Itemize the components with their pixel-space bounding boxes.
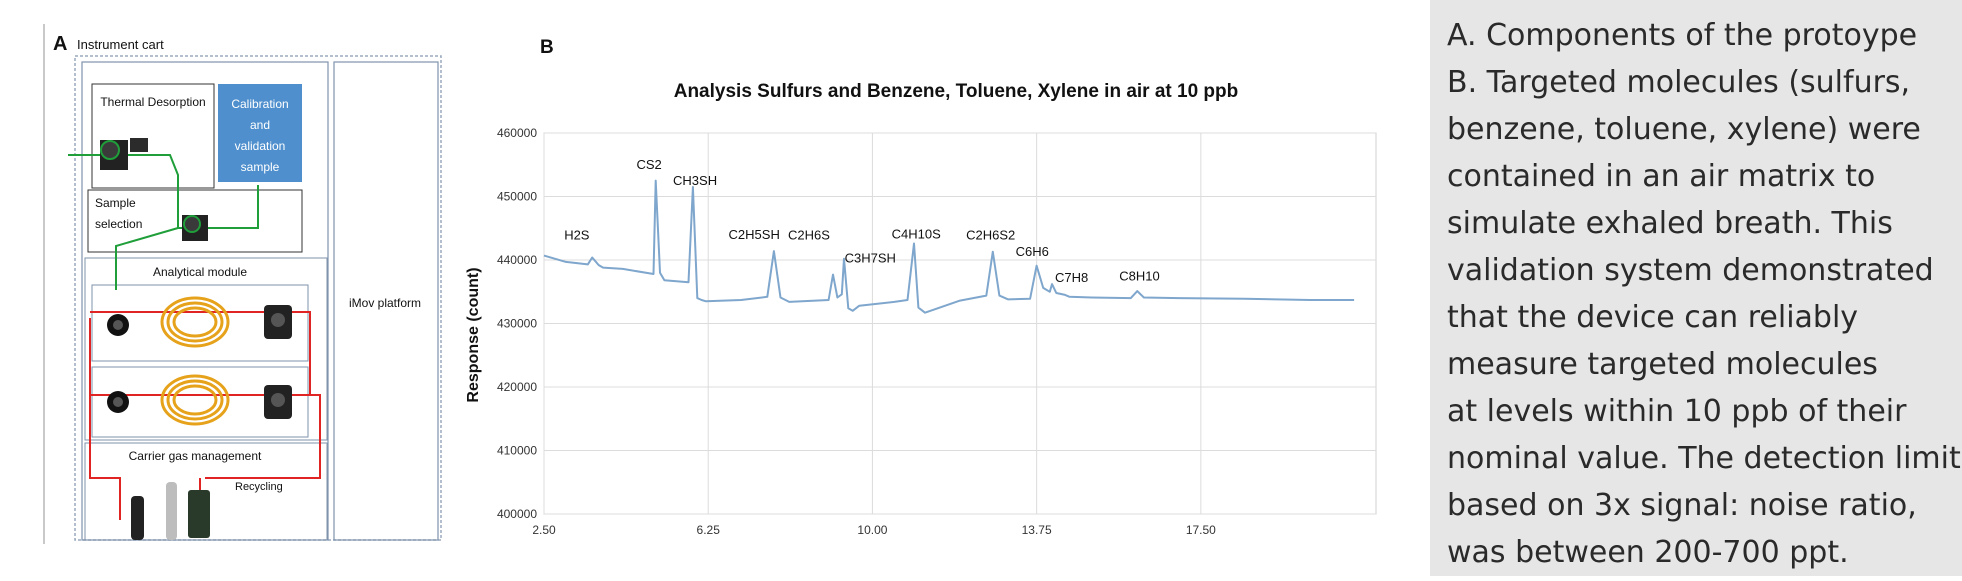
- gc-column-icon-2: [160, 374, 230, 426]
- sample-selection-line-2: selection: [95, 217, 142, 231]
- detector-icon-1: [107, 314, 129, 336]
- caption-panel: A. Components of the protoype B. Targeted…: [1430, 0, 1962, 576]
- calibration-box: [218, 84, 302, 182]
- x-tick-label: 10.00: [857, 523, 887, 537]
- caption-line: that the device can reliably: [1447, 300, 1859, 335]
- calibration-label-line-2: and: [250, 118, 270, 132]
- peak-label: CH3SH: [673, 173, 717, 188]
- peak-label: C7H8: [1055, 270, 1088, 285]
- calibration-label-line-1: Calibration: [231, 97, 288, 111]
- peak-label: C8H10: [1119, 268, 1159, 283]
- caption-line: based on 3x signal: noise ratio,: [1447, 488, 1917, 523]
- peak-label: C4H10S: [892, 226, 941, 241]
- y-tick-label: 440000: [497, 253, 537, 267]
- analytical-module-label: Analytical module: [153, 265, 247, 279]
- gas-cylinder-icon: [131, 482, 210, 540]
- imov-platform-label: iMov platform: [349, 296, 421, 310]
- panel-b-letter: B: [540, 37, 554, 58]
- caption-line: benzene, toluene, xylene) were: [1447, 112, 1921, 147]
- caption-line: nominal value. The detection limit,: [1447, 441, 1962, 476]
- peak-label: H2S: [564, 228, 590, 243]
- y-tick-label: 460000: [497, 126, 537, 140]
- y-tick-label: 420000: [497, 380, 537, 394]
- panel-a-letter: A: [53, 33, 67, 55]
- x-tick-label: 2.50: [532, 523, 556, 537]
- analytical-row-2: [91, 366, 309, 438]
- carrier-gas-box: [84, 442, 328, 541]
- figure-image: A Instrument cart iMov platform Thermal …: [0, 0, 1377, 576]
- peak-label: C2H5SH: [729, 227, 780, 242]
- calibration-label-line-3: validation: [235, 139, 286, 153]
- y-tick-label: 450000: [497, 190, 537, 204]
- x-tick-label: 17.50: [1186, 523, 1216, 537]
- peak-label: C3H7SH: [845, 251, 896, 266]
- tick-labels: 400000 410000 420000 430000 440000 450000 4600…: [497, 126, 1216, 537]
- caption-line: simulate exhaled breath. This: [1447, 206, 1893, 241]
- calibration-label-line-4: sample: [241, 160, 280, 174]
- caption-line: measure targeted molecules: [1447, 347, 1878, 382]
- series-line: [543, 179, 1355, 314]
- peak-label: C6H6: [1016, 244, 1049, 259]
- detector-icon-2: [107, 391, 129, 413]
- gc-column-icon-1: [160, 296, 230, 348]
- caption-line: at levels within 10 ppb of their: [1447, 394, 1907, 429]
- sensor-box-icon-2: [264, 385, 292, 419]
- peak-labels: H2S CS2 CH3SH C2H5SH C2H6S C3H7SH C4H10S C2H6S2…: [564, 157, 1160, 285]
- peak-label: C2H6S2: [966, 228, 1015, 243]
- caption-line: was between 200-700 ppt.: [1447, 535, 1849, 570]
- panel-a-diagram: A Instrument cart iMov platform Thermal …: [0, 0, 470, 576]
- chart-title: Analysis Sulfurs and Benzene, Toluene, X…: [674, 81, 1239, 102]
- y-tick-label: 400000: [497, 507, 537, 521]
- peak-label: C2H6S: [788, 228, 830, 243]
- panel-b-chart: B Analysis Sulfurs and Benzene, Toluene,…: [465, 37, 1377, 537]
- y-tick-label: 410000: [497, 444, 537, 458]
- recycling-label: Recycling: [235, 481, 283, 493]
- peak-label: CS2: [636, 157, 661, 172]
- caption-line: validation system demonstrated: [1447, 253, 1934, 288]
- carrier-gas-label: Carrier gas management: [129, 449, 262, 463]
- analytical-module-box: [84, 257, 328, 441]
- x-tick-label: 6.25: [697, 523, 721, 537]
- sensor-box-icon-1: [264, 305, 292, 339]
- y-axis-label: Response (count): [465, 267, 482, 402]
- y-tick-label: 430000: [497, 317, 537, 331]
- caption-line: A. Components of the protoype: [1447, 18, 1918, 53]
- thermal-desorption-box: [91, 83, 215, 189]
- caption-line: B. Targeted molecules (sulfurs,: [1447, 65, 1911, 100]
- sample-selection-line-1: Sample: [95, 196, 136, 210]
- imov-platform-box: [333, 61, 439, 541]
- thermal-desorber-pump-icon: [100, 138, 148, 170]
- sample-selection-pump-icon: [182, 215, 208, 241]
- series-group: [543, 179, 1355, 314]
- thermal-desorption-label: Thermal Desorption: [100, 95, 205, 109]
- analytical-row-1: [91, 284, 309, 362]
- x-tick-label: 13.75: [1022, 523, 1052, 537]
- instrument-cart-label: Instrument cart: [77, 37, 164, 52]
- caption-line: contained in an air matrix to: [1447, 159, 1876, 194]
- grid-lines: [543, 132, 1376, 515]
